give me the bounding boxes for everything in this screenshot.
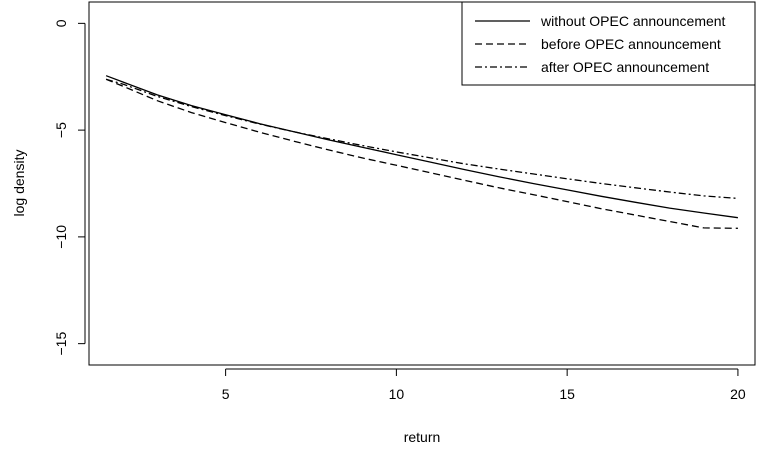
legend: without OPEC announcement before OPEC ann…	[461, 1, 756, 86]
y-tick-label: −10	[53, 225, 69, 249]
legend-label: after OPEC announcement	[541, 59, 709, 75]
y-tick-label: 0	[53, 19, 69, 27]
series-line-dashdot	[105, 78, 738, 200]
series-layer	[105, 75, 738, 229]
x-tick-label: 10	[389, 386, 405, 402]
y-axis: 0 −5 −10 −15	[53, 19, 86, 356]
x-tick-label: 20	[730, 386, 746, 402]
series-line-dashed	[105, 78, 738, 229]
x-axis-label: return	[404, 429, 441, 445]
x-tick-label: 15	[559, 386, 575, 402]
legend-label: without OPEC announcement	[540, 13, 726, 29]
x-tick-label: 5	[222, 386, 230, 402]
x-axis: 5 10 15 20	[222, 368, 746, 402]
y-tick-label: −5	[53, 122, 69, 138]
series-line-solid	[105, 75, 738, 219]
plot-frame	[88, 1, 756, 366]
y-axis-label: log density	[11, 150, 27, 217]
legend-label: before OPEC announcement	[541, 36, 721, 52]
y-tick-label: −15	[53, 332, 69, 356]
